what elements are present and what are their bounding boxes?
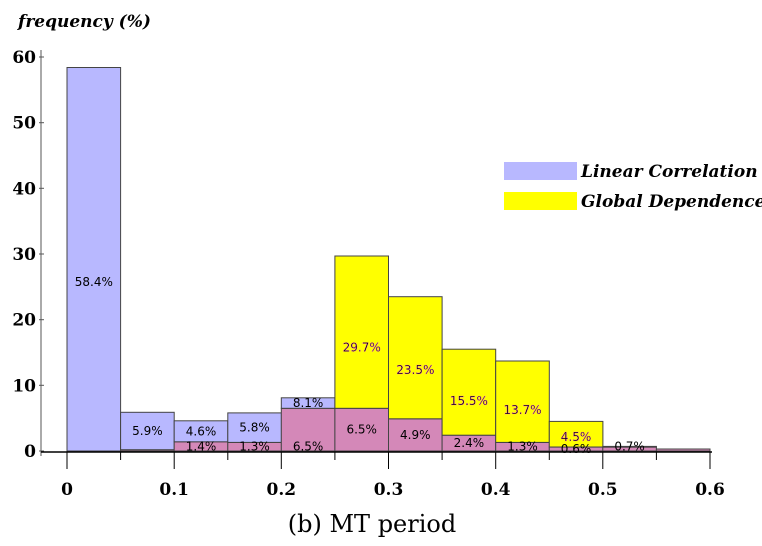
bars [66, 67, 711, 452]
x-tick-label: 0.4 [481, 480, 511, 500]
y-tick-label: 0 [24, 442, 36, 462]
global-value-label: 15.5% [450, 394, 488, 408]
overlap-bar [280, 407, 336, 452]
y-tick-label: 40 [12, 179, 36, 199]
global-value-label: 29.7% [343, 340, 381, 354]
global-dependence-bar [495, 360, 550, 443]
linear-correlation-bar [602, 445, 657, 448]
linear-value-label: 6.5% [346, 423, 377, 437]
global-dependence-bar [388, 296, 443, 420]
x-tick-label: 0.2 [267, 480, 297, 500]
linear-value-label: 8.1% [293, 396, 324, 410]
overlap-bar [655, 448, 711, 452]
x-tick-label: 0.5 [588, 480, 618, 500]
global-value-label: 23.5% [396, 363, 434, 377]
linear-correlation-bar [66, 67, 122, 452]
linear-value-label: 0.7% [614, 440, 645, 454]
global-value-label: 1.4% [186, 440, 217, 454]
x-ticks: 0 0.1 0.2 0.3 0.4 0.5 0.6 [61, 452, 725, 500]
axes [40, 50, 712, 456]
global-value-label: 13.7% [503, 403, 541, 417]
linear-value-label: 1.3% [507, 440, 538, 454]
linear-value-label: 5.9% [132, 424, 163, 438]
global-value-label: 1.3% [239, 440, 270, 454]
global-value-label: 4.5% [561, 430, 592, 444]
x-tick-label: 0.6 [695, 480, 725, 500]
y-tick-label: 60 [12, 48, 36, 68]
bar-labels: 58.4% 5.9% 4.6% 1.4% 5.8% 1.3% 8.1% 6.5% 6.5% 29.… [75, 275, 645, 456]
legend-label: Global Dependence [581, 192, 762, 212]
legend-swatch [504, 162, 577, 180]
global-dependence-bar [548, 420, 604, 448]
linear-value-label: 58.4% [75, 275, 113, 289]
x-axis-label: (b) MT period [288, 510, 456, 538]
linear-value-label: 2.4% [454, 436, 485, 450]
y-axis-label: frequency (%) [17, 12, 151, 32]
y-tick-label: 20 [12, 311, 36, 331]
global-dependence-bar [441, 348, 497, 436]
x-tick-label: 0.3 [374, 480, 404, 500]
linear-value-label: 4.6% [186, 424, 217, 438]
x-tick-label: 0.1 [159, 480, 189, 500]
global-dependence-bar [334, 255, 389, 409]
linear-value-label: 4.9% [400, 428, 431, 442]
legend-label: Linear Correlation [580, 162, 758, 182]
legend: Linear Correlation Global Dependence [504, 162, 762, 212]
legend-swatch [504, 192, 577, 210]
linear-value-label: 0.6% [561, 442, 592, 456]
linear-correlation-bar [120, 411, 175, 451]
y-ticks: 0 10 20 30 40 50 60 [12, 48, 44, 462]
x-tick-label: 0 [61, 480, 73, 500]
linear-value-label: 5.8% [239, 421, 270, 435]
global-value-label: 6.5% [293, 440, 324, 454]
y-tick-label: 30 [12, 245, 36, 265]
y-tick-label: 50 [12, 114, 36, 134]
y-tick-label: 10 [12, 376, 36, 396]
